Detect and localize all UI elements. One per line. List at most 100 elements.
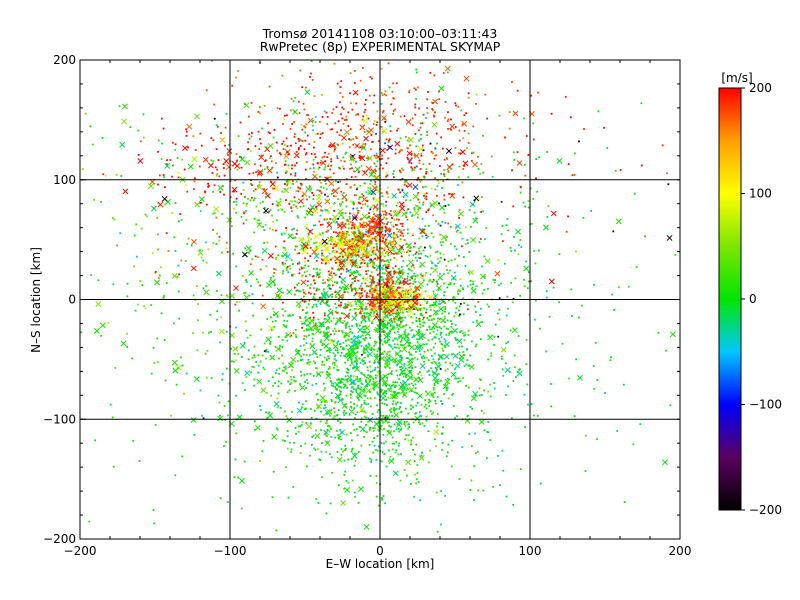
data-point bbox=[374, 228, 376, 231]
data-point bbox=[342, 217, 345, 219]
data-point bbox=[358, 300, 361, 303]
data-point bbox=[366, 243, 369, 246]
data-point bbox=[390, 407, 393, 410]
data-point bbox=[397, 319, 400, 322]
data-point bbox=[374, 376, 377, 379]
data-point bbox=[366, 265, 369, 268]
data-point bbox=[290, 200, 293, 203]
data-point bbox=[414, 290, 417, 293]
data-point bbox=[385, 171, 388, 174]
data-point bbox=[392, 225, 395, 228]
data-point bbox=[215, 174, 218, 177]
data-point bbox=[393, 272, 396, 275]
data-point bbox=[305, 465, 308, 468]
data-point bbox=[348, 352, 350, 354]
data-point bbox=[363, 130, 366, 133]
data-point bbox=[304, 139, 307, 142]
data-point bbox=[258, 184, 261, 186]
data-point bbox=[271, 376, 274, 379]
data-point bbox=[485, 227, 488, 229]
data-point-cross bbox=[346, 244, 353, 251]
data-point bbox=[401, 149, 403, 152]
data-point bbox=[409, 247, 412, 249]
data-point bbox=[319, 137, 322, 139]
data-point bbox=[327, 152, 330, 155]
data-point bbox=[392, 247, 395, 250]
data-point bbox=[218, 175, 221, 178]
data-point bbox=[403, 469, 406, 471]
data-point bbox=[462, 288, 465, 291]
data-point bbox=[412, 291, 415, 294]
data-point bbox=[225, 294, 228, 297]
data-point bbox=[352, 242, 355, 245]
data-point-cross bbox=[359, 387, 366, 394]
data-point bbox=[278, 348, 281, 351]
data-point bbox=[136, 303, 139, 306]
data-point bbox=[331, 112, 334, 114]
data-point-cross bbox=[238, 477, 245, 484]
data-point bbox=[358, 232, 361, 235]
data-point bbox=[355, 160, 357, 163]
data-point bbox=[657, 331, 660, 334]
data-point bbox=[399, 356, 402, 359]
data-point-cross bbox=[450, 274, 457, 281]
data-point-cross bbox=[412, 295, 419, 302]
data-point bbox=[244, 211, 247, 214]
data-point bbox=[207, 185, 209, 188]
data-point bbox=[402, 380, 405, 383]
data-point bbox=[385, 309, 388, 312]
data-point bbox=[370, 225, 373, 228]
data-point bbox=[100, 201, 102, 203]
data-point bbox=[336, 378, 339, 381]
data-point-cross bbox=[316, 201, 323, 208]
data-point bbox=[473, 211, 476, 214]
data-point bbox=[345, 288, 347, 290]
data-point bbox=[462, 313, 465, 316]
data-point bbox=[429, 279, 431, 281]
data-point bbox=[377, 393, 380, 396]
data-point bbox=[290, 361, 293, 364]
data-point bbox=[373, 223, 376, 225]
data-point bbox=[387, 196, 390, 198]
data-point bbox=[314, 324, 317, 327]
data-point bbox=[419, 326, 422, 329]
data-point bbox=[371, 377, 374, 379]
data-point bbox=[407, 249, 410, 252]
data-point bbox=[384, 307, 387, 310]
data-point bbox=[133, 234, 136, 237]
data-point bbox=[393, 409, 396, 411]
data-point bbox=[369, 378, 372, 381]
data-point bbox=[308, 334, 310, 337]
data-point bbox=[403, 369, 406, 372]
data-point bbox=[401, 270, 403, 273]
data-point bbox=[332, 231, 335, 234]
data-point bbox=[361, 126, 364, 128]
data-point bbox=[339, 180, 341, 183]
data-point bbox=[310, 283, 313, 286]
data-point bbox=[319, 348, 322, 351]
data-point bbox=[285, 326, 288, 329]
data-point bbox=[141, 284, 144, 286]
data-point bbox=[434, 251, 437, 254]
data-point bbox=[341, 281, 343, 284]
data-point bbox=[287, 271, 290, 274]
data-point-cross bbox=[433, 429, 440, 436]
data-point bbox=[410, 439, 413, 442]
data-point bbox=[113, 218, 116, 221]
data-point bbox=[373, 344, 375, 347]
data-point bbox=[364, 201, 367, 204]
data-point bbox=[394, 451, 397, 454]
data-point bbox=[257, 364, 260, 367]
data-point bbox=[367, 186, 370, 189]
data-point bbox=[431, 108, 434, 110]
data-point bbox=[393, 346, 396, 349]
data-point-cross bbox=[436, 285, 442, 292]
data-point bbox=[387, 388, 390, 390]
data-point bbox=[294, 427, 297, 429]
data-point bbox=[210, 377, 213, 380]
data-point bbox=[360, 218, 363, 220]
data-point bbox=[388, 213, 391, 215]
data-point bbox=[373, 311, 376, 314]
data-point bbox=[337, 252, 340, 255]
data-point bbox=[336, 342, 339, 344]
